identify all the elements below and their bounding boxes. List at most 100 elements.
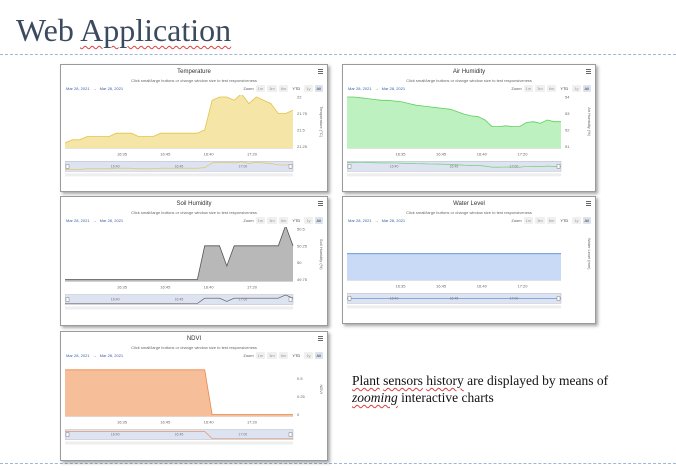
zoom-button-ytd[interactable]: YTD (290, 352, 303, 359)
hamburger-menu-icon[interactable] (318, 201, 323, 207)
hamburger-menu-icon[interactable] (586, 201, 591, 207)
navigator-tick-label: 16:45 (175, 433, 184, 437)
y-axis-label: Temperature (°C) (319, 106, 323, 137)
y-tick-label: 51 (565, 144, 570, 149)
chart-subtitle: Click small/large buttons or change wind… (131, 210, 257, 215)
zoom-button-all[interactable]: All (314, 217, 323, 224)
caption-text-end: interactive charts (401, 390, 494, 405)
top-divider (0, 54, 676, 55)
zoom-label: Zoom (243, 353, 254, 358)
navigator-tick-label: 16:40 (111, 298, 120, 302)
scrollbar[interactable] (347, 173, 561, 177)
zoom-button-1y[interactable]: 1y (572, 217, 581, 224)
title-word-web: Web (16, 12, 74, 48)
navigator-tick-label: 17:00 (238, 298, 247, 302)
zoom-button-6m[interactable]: 6m (278, 352, 289, 359)
chart-plot[interactable]: 22 21.75 21.5 21.25 Temperature (°C) 16:35 16:… (65, 95, 323, 187)
zoom-button-3m[interactable]: 3m (535, 85, 545, 92)
zoom-button-ytd[interactable]: YTD (558, 85, 571, 92)
navigator-handle-right[interactable] (288, 432, 293, 437)
zoom-button-3m[interactable]: 3m (267, 352, 277, 359)
zoom-button-1y[interactable]: 1y (304, 217, 313, 224)
zoom-button-6m[interactable]: 6m (546, 217, 557, 224)
y-tick-label: 21.75 (297, 111, 308, 116)
zoom-button-6m[interactable]: 6m (278, 217, 289, 224)
chart-subtitle: Click small/large buttons or change wind… (406, 78, 532, 83)
navigator-handle-left[interactable] (65, 164, 70, 169)
navigator[interactable] (65, 429, 294, 440)
zoom-button-1m[interactable]: 1m (255, 352, 266, 359)
y-tick-label: 49.75 (297, 277, 308, 282)
zoom-button-all[interactable]: All (582, 85, 591, 92)
y-axis-label: NDVI (319, 384, 323, 394)
navigator-tick-label: 16:45 (175, 298, 184, 302)
zoom-button-3m[interactable]: 3m (267, 85, 277, 92)
navigator-handle-left[interactable] (65, 432, 70, 437)
chart-subtitle: Click small/large buttons or change wind… (131, 78, 257, 83)
zoom-controls: Zoom 1m 3m 6m YTD 1y All (243, 352, 323, 359)
caption-text: are displayed by means of (467, 373, 609, 388)
chart-panel-ndvi: NDVI Click small/large buttons or change… (60, 331, 328, 461)
x-tick-label: 16:35 (117, 285, 128, 290)
zoom-button-6m[interactable]: 6m (278, 85, 289, 92)
series-area (65, 369, 293, 417)
x-tick-label: 16:40 (204, 151, 215, 156)
caption-plant: Plant (352, 373, 380, 388)
navigator-handle-right[interactable] (556, 164, 561, 169)
slide-title: Web Application (16, 12, 231, 49)
scrollbar[interactable] (65, 306, 293, 310)
navigator-tick-label: 17:00 (238, 433, 247, 437)
zoom-button-1y[interactable]: 1y (304, 85, 313, 92)
chart-title: Air Humidity (452, 69, 486, 75)
scrollbar[interactable] (65, 441, 293, 445)
navigator[interactable] (65, 294, 294, 305)
navigator-series (65, 431, 293, 439)
x-tick-label: 16:45 (436, 283, 447, 288)
zoom-button-ytd[interactable]: YTD (290, 85, 303, 92)
chart-title: Water Level (453, 201, 485, 207)
zoom-button-all[interactable]: All (582, 217, 591, 224)
hamburger-menu-icon[interactable] (586, 69, 591, 75)
zoom-button-ytd[interactable]: YTD (290, 217, 303, 224)
navigator-handle-right[interactable] (288, 164, 293, 169)
series-area (347, 97, 561, 149)
zoom-button-1m[interactable]: 1m (255, 217, 266, 224)
scrollbar[interactable] (347, 305, 561, 309)
zoom-button-1m[interactable]: 1m (523, 85, 534, 92)
zoom-button-all[interactable]: All (314, 85, 323, 92)
navigator[interactable] (65, 161, 294, 172)
x-tick-label: 17:20 (517, 283, 528, 288)
zoom-button-3m[interactable]: 3m (267, 217, 277, 224)
chart-title: Soil Humidity (176, 201, 212, 207)
navigator-handle-right[interactable] (288, 297, 293, 302)
chart-plot[interactable]: 54 53 52 51 Air Humidity (%) 16:35 16:45 16:40 1… (347, 95, 591, 187)
date-range: Mar 28, 2021 → Mar 28, 2021 (348, 86, 406, 91)
chart-plot[interactable]: 0.5 0.25 0 NDVI 16:35 16:45 16:40 17:20 16:40 16:… (65, 362, 323, 456)
zoom-button-1m[interactable]: 1m (523, 217, 534, 224)
hamburger-menu-icon[interactable] (318, 69, 323, 75)
zoom-label: Zoom (243, 86, 254, 91)
y-axis-label: Soil Humidity (%) (319, 239, 323, 270)
series-line (347, 96, 561, 127)
chart-plot[interactable]: 50.5 50.25 50 49.75 Soil Humidity (%) 16:35 16… (65, 227, 323, 321)
navigator-handle-left[interactable] (65, 297, 70, 302)
zoom-button-1m[interactable]: 1m (255, 85, 266, 92)
zoom-button-3m[interactable]: 3m (535, 217, 545, 224)
y-axis-label: Water Level (mm) (587, 238, 591, 270)
zoom-button-ytd[interactable]: YTD (558, 217, 571, 224)
scrollbar[interactable] (65, 173, 293, 177)
navigator-tick-label: 16:40 (390, 296, 399, 300)
title-word-application: Application (80, 12, 232, 48)
chart-plot[interactable]: Water Level (mm) 16:35 16:45 16:40 17:20 16:4… (347, 227, 591, 319)
zoom-button-all[interactable]: All (314, 352, 323, 359)
zoom-controls: Zoom 1m 3m 6m YTD 1y All (511, 217, 591, 224)
navigator-handle-left[interactable] (347, 296, 352, 301)
zoom-button-6m[interactable]: 6m (546, 85, 557, 92)
series-line (65, 95, 294, 144)
hamburger-menu-icon[interactable] (318, 336, 323, 342)
navigator-series (347, 162, 561, 168)
navigator-handle-left[interactable] (347, 164, 352, 169)
zoom-button-1y[interactable]: 1y (304, 352, 313, 359)
zoom-button-1y[interactable]: 1y (572, 85, 581, 92)
navigator-handle-right[interactable] (556, 296, 561, 301)
